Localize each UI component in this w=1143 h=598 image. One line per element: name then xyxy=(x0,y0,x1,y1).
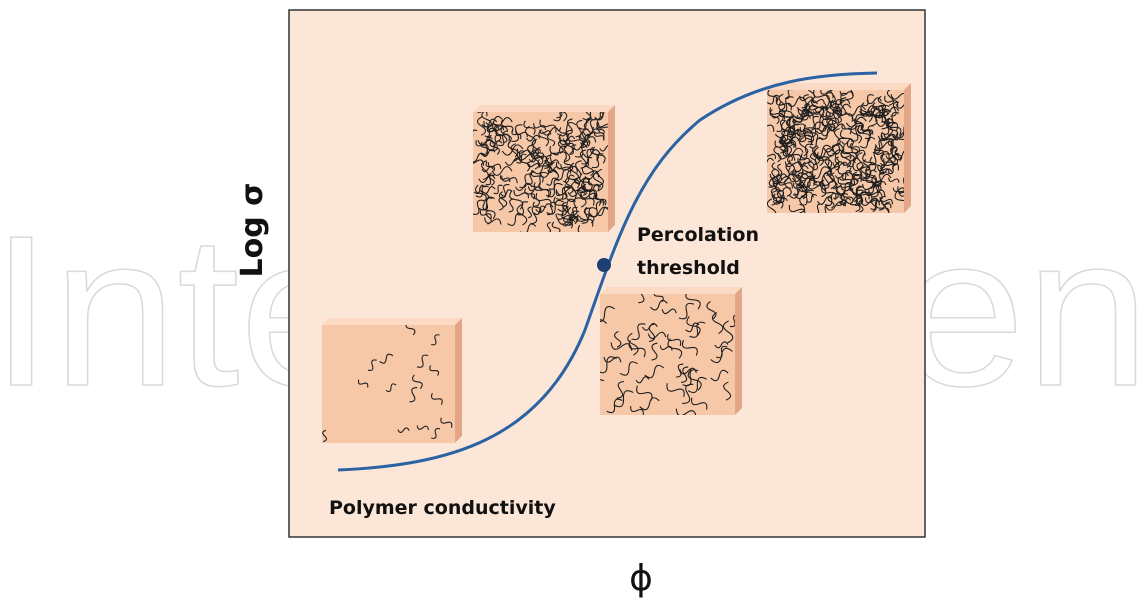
fibers xyxy=(767,90,904,213)
inset-top xyxy=(322,318,462,325)
morphology-insets xyxy=(322,83,911,443)
annotation-line: threshold xyxy=(637,257,740,279)
inset-side xyxy=(455,318,462,443)
fiber-strands xyxy=(473,112,608,232)
inset-top xyxy=(600,287,742,294)
fiber-strands xyxy=(322,325,453,443)
y-axis-label: Log σ xyxy=(235,182,270,277)
annotation: Polymer conductivity xyxy=(329,497,556,519)
inset-top xyxy=(767,83,911,90)
inset-face xyxy=(322,325,455,443)
inset-side xyxy=(608,105,615,232)
percolation-point xyxy=(597,258,611,272)
inset-top xyxy=(473,105,615,112)
inset-side xyxy=(735,287,742,415)
fiber-strands xyxy=(767,90,904,213)
fiber-strands xyxy=(600,294,735,415)
fibers xyxy=(600,294,735,415)
fibers xyxy=(322,325,453,443)
fibers xyxy=(473,112,608,232)
inset-side xyxy=(904,83,911,213)
conductivity-curve xyxy=(337,71,878,472)
annotation-line: Percolation xyxy=(637,224,759,246)
x-axis-label: ϕ xyxy=(629,558,653,598)
